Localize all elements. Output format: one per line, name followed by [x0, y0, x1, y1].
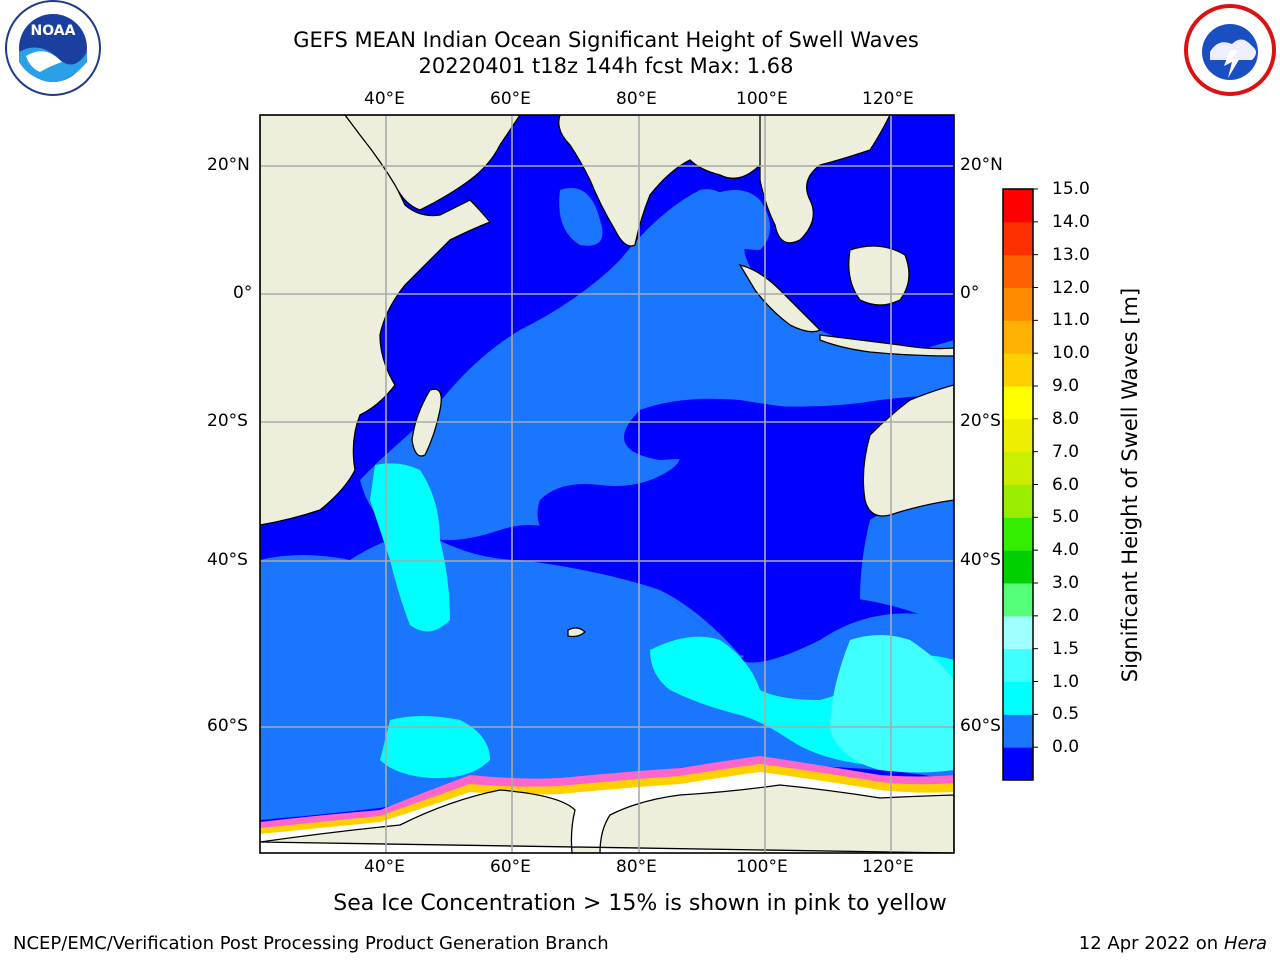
land-antarctica	[260, 784, 954, 853]
colorbar-swatch	[1003, 484, 1033, 518]
lat-label-left: 20°N	[207, 155, 250, 175]
lon-label-top: 40°E	[364, 89, 405, 109]
map-frame	[259, 114, 955, 854]
colorbar-label: 2.0	[1052, 605, 1080, 626]
colorbar	[1002, 188, 1038, 781]
colorbar-swatch	[1003, 681, 1033, 715]
colorbar-swatch	[1003, 221, 1033, 256]
colorbar-label: 0.0	[1052, 737, 1080, 758]
land-australia	[862, 384, 954, 517]
gridlines	[260, 115, 954, 853]
colorbar-swatch	[1003, 747, 1033, 781]
lat-label-right: 20°S	[960, 411, 1001, 431]
colorbar-label: 5.0	[1052, 507, 1080, 528]
chart-title: GEFS MEAN Indian Ocean Significant Heigh…	[293, 28, 919, 52]
lat-label-left: 60°S	[207, 716, 248, 736]
colorbar-label: 8.0	[1052, 408, 1080, 429]
lon-label-top: 80°E	[616, 89, 657, 109]
land-kerguelen	[567, 627, 586, 638]
swell-1.0-1.5-region-west	[370, 463, 450, 632]
lat-label-right: 40°S	[960, 550, 1001, 570]
lon-label-top: 120°E	[862, 89, 914, 109]
colorbar-swatch	[1003, 254, 1033, 288]
colorbar-label: 1.0	[1052, 671, 1080, 692]
colorbar-swatch	[1003, 583, 1033, 617]
chart-subtitle: 20220401 t18z 144h fcst Max: 1.68	[418, 54, 794, 78]
lon-label-bottom: 80°E	[616, 857, 657, 877]
lon-label-bottom: 40°E	[364, 857, 405, 877]
lat-label-right: 60°S	[960, 716, 1001, 736]
noaa-logo-icon: NOAA	[5, 0, 101, 96]
lon-label-bottom: 100°E	[736, 857, 788, 877]
colorbar-swatch	[1003, 550, 1033, 584]
lat-label-left: 0°	[233, 283, 253, 303]
land-arabia	[344, 115, 521, 211]
lon-label-bottom: 120°E	[862, 857, 914, 877]
lat-label-left: 40°S	[207, 550, 248, 570]
colorbar-swatch	[1003, 320, 1033, 354]
swell-0-0.5-band	[537, 395, 954, 657]
colorbar-label: 7.0	[1052, 441, 1080, 462]
colorbar-label: 10.0	[1052, 343, 1090, 364]
colorbar-label: 15.0	[1052, 179, 1090, 199]
land-southeast-asia	[759, 115, 891, 244]
lat-label-left: 20°S	[207, 411, 248, 431]
colorbar-label: 4.0	[1052, 540, 1080, 561]
colorbar-swatch	[1003, 517, 1033, 551]
lat-label-right: 20°N	[960, 155, 1003, 175]
swell-1.5-2.0-region	[830, 635, 954, 773]
svg-text:NOAA: NOAA	[31, 23, 76, 39]
lat-label-right: 0°	[960, 283, 980, 303]
footer-credit: NCEP/EMC/Verification Post Processing Pr…	[13, 933, 609, 954]
land-sumatra	[738, 263, 822, 333]
colorbar-title: Significant Height of Swell Waves [m]	[1118, 287, 1142, 683]
swell-1.0-1.5-region-mid	[380, 716, 490, 779]
colorbar-label: 14.0	[1052, 211, 1090, 232]
colorbar-label: 11.0	[1052, 310, 1090, 331]
swell-0.5-1.0-upper	[559, 188, 603, 246]
nws-logo-icon	[1184, 4, 1276, 96]
colorbar-label: 13.0	[1052, 244, 1090, 265]
colorbar-swatch	[1003, 615, 1033, 650]
colorbar-label: 6.0	[1052, 474, 1080, 495]
colorbar-swatch	[1003, 648, 1033, 682]
colorbar-swatch	[1003, 714, 1033, 748]
colorbar-label: 1.5	[1052, 638, 1080, 659]
colorbar-swatch	[1003, 189, 1033, 223]
colorbar-swatch	[1003, 418, 1033, 453]
lon-label-top: 100°E	[736, 89, 788, 109]
colorbar-swatch	[1003, 451, 1033, 485]
land-borneo	[848, 245, 910, 306]
swell-0.5-1.0-east	[700, 190, 770, 250]
colorbar-swatch	[1003, 386, 1033, 420]
colorbar-swatch	[1003, 287, 1033, 321]
colorbar-label: 0.5	[1052, 704, 1080, 725]
footer-date-text: 12 Apr 2022 on	[1078, 933, 1219, 954]
lon-label-bottom: 60°E	[490, 857, 531, 877]
colorbar-label: 9.0	[1052, 376, 1080, 396]
sea-ice-caption: Sea Ice Concentration > 15% is shown in …	[333, 891, 947, 916]
colorbar-label: 3.0	[1052, 573, 1080, 593]
footer-date: 12 Apr 2022 on Hera	[1079, 933, 1267, 954]
footer-host: Hera	[1223, 933, 1267, 954]
colorbar-label: 12.0	[1052, 277, 1090, 298]
colorbar-swatch	[1003, 353, 1033, 387]
lon-label-top: 60°E	[490, 89, 531, 109]
